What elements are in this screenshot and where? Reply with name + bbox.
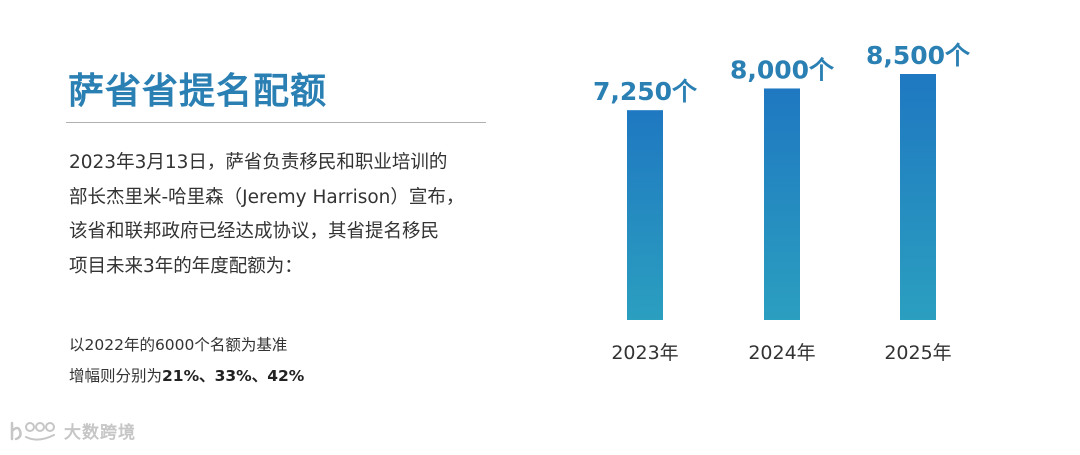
growth-percentages: 21%、33%、42% [162,367,305,385]
bar-2024年 [764,88,800,321]
paragraph-line: 2023年3月13日，萨省负责移民和职业培训的 [69,152,448,173]
bar-2023年 [627,110,663,320]
note-line-2: 增幅则分别为21%、33%、42% [69,361,304,392]
note-line-1: 以2022年的6000个名额为基准 [69,336,288,354]
x-tick-label: 2025年 [884,342,951,364]
paragraph-line: 部长杰里米-哈里森（Jeremy Harrison）宣布， [69,186,465,208]
growth-note: 以2022年的6000个名额为基准 增幅则分别为21%、33%、42% [69,330,304,392]
watermark-text: 大数跨境 [64,423,136,443]
paragraph-line: 该省和联邦政府已经达成协议，其省提名移民 [69,221,440,242]
bar-value-label: 8,000个 [730,55,835,84]
x-tick-label: 2023年 [611,342,678,364]
quota-bar-chart: 7,250个 2023年 8,000个 2024年 8,500个 2025年 [593,41,971,364]
watermark: 大数跨境 [8,418,136,443]
bar-2025年 [900,74,936,320]
note-prefix: 增幅则分别为 [69,367,163,385]
page-title: 萨省省提名配额 [68,71,328,112]
title-divider [66,122,486,123]
x-tick-label: 2024年 [748,342,815,364]
watermark-logo-icon [10,421,55,441]
body-paragraph: 2023年3月13日，萨省负责移民和职业培训的 部长杰里米-哈里森（Jeremy… [69,146,499,284]
paragraph-line: 项目未来3年的年度配额为： [69,255,303,277]
bar-value-label: 8,500个 [866,41,971,70]
bar-value-label: 7,250个 [593,77,698,106]
